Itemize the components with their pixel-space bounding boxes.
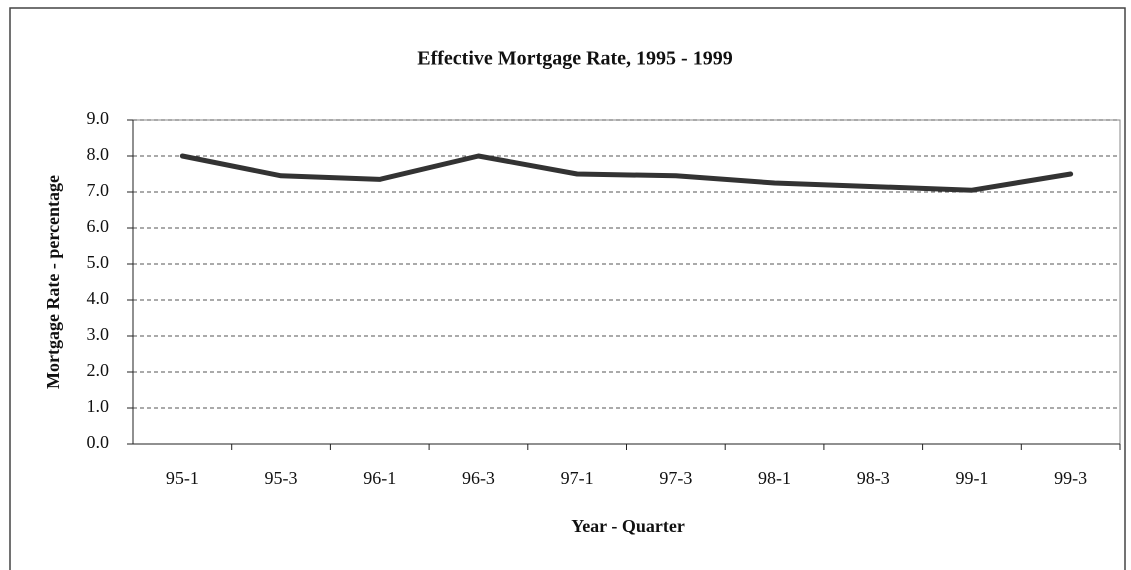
y-tick-label: 1.0: [87, 396, 110, 416]
y-tick-label: 0.0: [87, 432, 110, 452]
y-tick-label: 4.0: [87, 288, 110, 308]
x-tick-label: 96-1: [363, 468, 396, 488]
y-tick-label: 8.0: [87, 144, 110, 164]
x-tick-label: 95-1: [166, 468, 199, 488]
x-tick-label: 98-3: [857, 468, 890, 488]
plot-area: [132, 119, 1121, 445]
line-series: [179, 153, 1074, 193]
chart-title: Effective Mortgage Rate, 1995 - 1999: [417, 48, 732, 70]
x-tick-label: 96-3: [462, 468, 495, 488]
y-tick-label: 5.0: [87, 252, 110, 272]
chart-frame: [9, 7, 1126, 570]
y-tick-label: 3.0: [87, 324, 110, 344]
y-axis-title: Mortgage Rate - percentage: [43, 175, 63, 389]
x-axis-title: Year - Quarter: [571, 516, 685, 536]
x-tick-label: 97-3: [659, 468, 692, 488]
x-tick-label: 99-3: [1054, 468, 1087, 488]
y-tick-label: 9.0: [87, 108, 110, 128]
x-tick-label: 98-1: [758, 468, 791, 488]
y-tick-label: 7.0: [87, 180, 110, 200]
x-tick-label: 99-1: [955, 468, 988, 488]
x-tick-label: 95-3: [265, 468, 298, 488]
y-tick-label: 6.0: [87, 216, 110, 236]
x-tick-label: 97-1: [561, 468, 594, 488]
y-tick-label: 2.0: [87, 360, 110, 380]
